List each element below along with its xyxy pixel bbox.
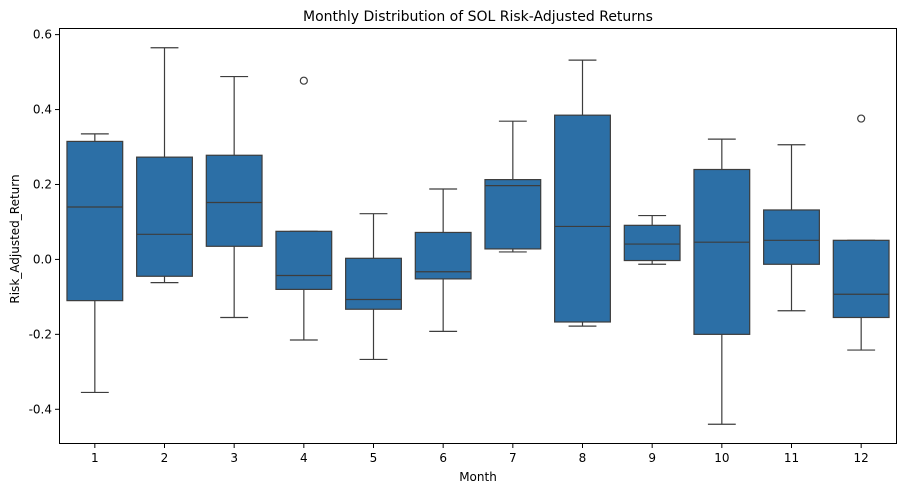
- box-month-6: [414, 231, 472, 280]
- outlier-point: [857, 114, 866, 123]
- plot-frame: [59, 28, 897, 444]
- box-month-12: [832, 239, 890, 319]
- box-month-7: [484, 179, 542, 250]
- box-month-5: [345, 257, 402, 310]
- y-tick-label: 0.0: [33, 252, 52, 266]
- box-month-1: [66, 140, 124, 302]
- outlier-point: [299, 76, 308, 85]
- x-tick-label: 5: [370, 451, 378, 465]
- plot-area: -0.4-0.20.00.20.40.61 2 3 4 5 6 7 8 9 10 11 12: [29, 28, 890, 465]
- x-tick-label: 2: [161, 451, 169, 465]
- x-tick-label: 6: [439, 451, 447, 465]
- y-tick-label: -0.4: [29, 402, 52, 416]
- box-month-8: [554, 114, 611, 323]
- x-tick-label: 4: [300, 451, 308, 465]
- x-tick-label: 9: [648, 451, 656, 465]
- x-tick-label: 10: [714, 451, 729, 465]
- chart-title: Monthly Distribution of SOL Risk-Adjuste…: [303, 9, 653, 25]
- x-tick-label: 3: [230, 451, 238, 465]
- x-tick-label: 12: [854, 451, 869, 465]
- box-month-11: [763, 209, 820, 265]
- x-axis-label: Month: [459, 470, 497, 484]
- box-month-9: [623, 224, 681, 262]
- box-month-4: [275, 230, 333, 290]
- x-tick-label: 11: [784, 451, 799, 465]
- box-month-10: [693, 168, 751, 335]
- box-month-3: [205, 154, 263, 247]
- x-tick-label: 8: [579, 451, 587, 465]
- x-tick-label: 1: [91, 451, 99, 465]
- y-tick-label: -0.2: [29, 327, 52, 341]
- y-tick-label: 0.2: [33, 177, 52, 191]
- x-tick-label: 7: [509, 451, 517, 465]
- y-tick-label: 0.6: [33, 28, 52, 42]
- y-tick-label: 0.4: [33, 103, 52, 117]
- box-month-2: [136, 156, 193, 277]
- y-axis-label: Risk_Adjusted_Return: [8, 174, 22, 303]
